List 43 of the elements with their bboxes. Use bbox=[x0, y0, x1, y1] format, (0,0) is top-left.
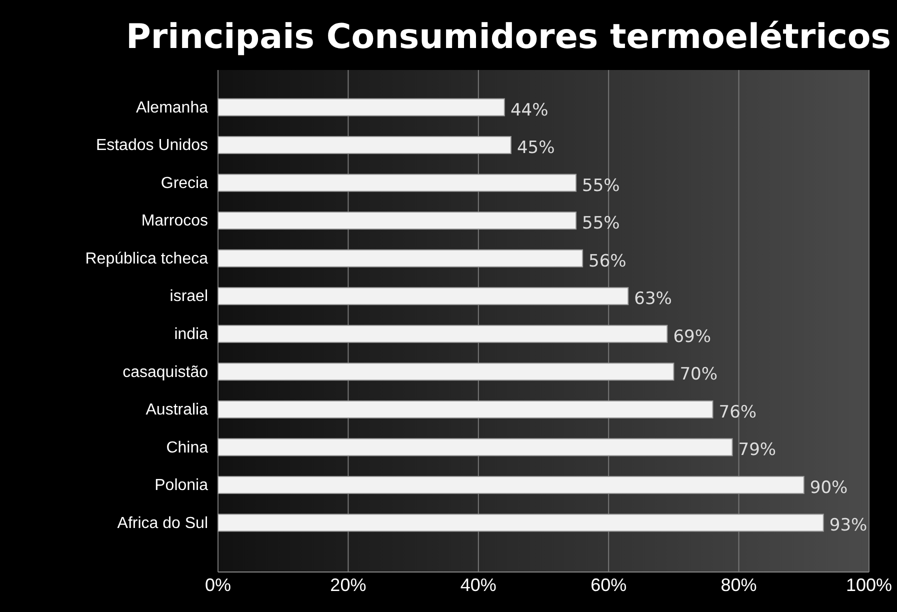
data-label: 56% bbox=[588, 251, 626, 272]
x-tick-label: 80% bbox=[720, 574, 757, 595]
y-tick-label: República tcheca bbox=[85, 250, 208, 268]
y-tick-label: Marrocos bbox=[141, 212, 208, 230]
bar bbox=[218, 400, 714, 418]
y-tick-label: Grecia bbox=[160, 174, 208, 192]
bar bbox=[218, 287, 629, 306]
y-tick-label: casaquistão bbox=[122, 364, 208, 381]
chart-title: Principais Consumidores termoelétricos bbox=[126, 17, 892, 57]
data-label: 79% bbox=[738, 440, 776, 460]
bar bbox=[218, 174, 577, 192]
x-tick-label: 100% bbox=[846, 574, 892, 595]
data-label: 55% bbox=[582, 214, 620, 234]
bar bbox=[218, 324, 668, 343]
y-tick-label: China bbox=[166, 439, 208, 456]
y-tick-label: india bbox=[174, 326, 208, 344]
y-tick-label: Australia bbox=[146, 402, 208, 419]
x-tick-label: 60% bbox=[590, 574, 627, 595]
bar bbox=[218, 438, 733, 456]
data-label: 93% bbox=[829, 516, 868, 536]
bar bbox=[218, 249, 584, 268]
data-label: 76% bbox=[718, 402, 757, 422]
data-label: 90% bbox=[810, 478, 848, 498]
bar bbox=[218, 362, 674, 381]
bar bbox=[218, 476, 804, 494]
y-tick-label: Polonia bbox=[154, 477, 208, 494]
y-tick-label: Alemanha bbox=[136, 99, 208, 116]
x-tick-label: 40% bbox=[460, 574, 496, 595]
data-label: 44% bbox=[510, 100, 548, 120]
y-tick-label: israel bbox=[170, 288, 208, 306]
bar bbox=[218, 514, 824, 532]
data-label: 63% bbox=[634, 289, 672, 310]
y-tick-label: Estados Unidos bbox=[96, 137, 208, 154]
y-tick-label: Africa do Sul bbox=[117, 514, 208, 532]
data-label: 70% bbox=[680, 364, 718, 385]
bar bbox=[218, 136, 512, 154]
data-label: 45% bbox=[516, 138, 555, 158]
x-tick-label: 20% bbox=[330, 574, 366, 595]
data-label: 55% bbox=[582, 176, 620, 196]
bar bbox=[218, 212, 577, 230]
x-tick-label: 0% bbox=[204, 574, 232, 595]
data-label: 69% bbox=[673, 326, 711, 347]
bar bbox=[218, 98, 505, 116]
